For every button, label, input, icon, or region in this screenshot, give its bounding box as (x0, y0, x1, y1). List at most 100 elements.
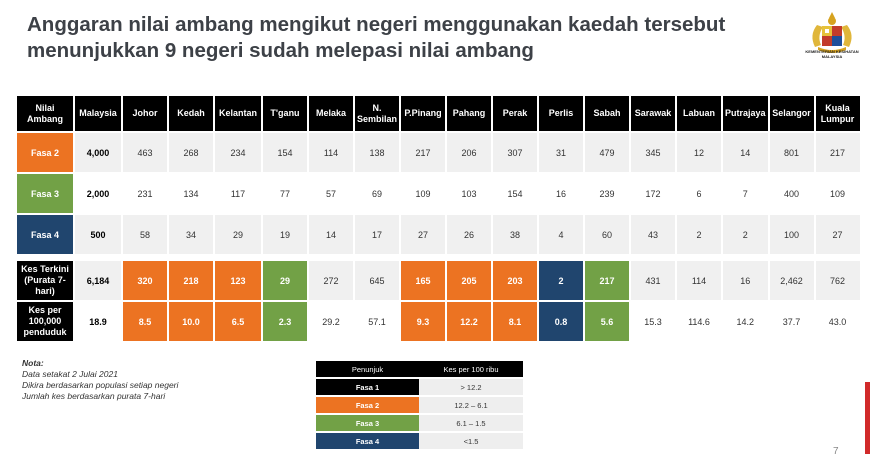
table-cell: 345 (631, 133, 675, 172)
table-cell: 801 (769, 133, 814, 172)
header-state: T'ganu (263, 96, 307, 131)
table-cell: 272 (309, 261, 353, 300)
table-cell: 217 (585, 261, 629, 300)
table-cell: 10.0 (169, 302, 213, 341)
table-cell: 15.3 (631, 302, 675, 341)
header-state: Kelantan (215, 96, 261, 131)
table-cell: 58 (123, 215, 167, 254)
table-cell: 0.8 (539, 302, 583, 341)
table-cell: 645 (355, 261, 399, 300)
table-cell: 114.6 (677, 302, 721, 341)
table-cell: 117 (215, 174, 261, 213)
table-cell: 14 (309, 215, 353, 254)
spacer-cell (17, 256, 73, 259)
note-heading: Nota: (22, 358, 44, 368)
table-cell: 4 (539, 215, 583, 254)
table-cell: 268 (169, 133, 213, 172)
table-cell: 217 (815, 133, 860, 172)
page-number: 7 (833, 446, 839, 457)
table-cell: 134 (169, 174, 213, 213)
spacer-cell (447, 256, 491, 259)
table-cell: 6.5 (215, 302, 261, 341)
legend-row: Fasa 3 6.1 – 1.5 (316, 415, 523, 431)
table-cell: 109 (401, 174, 445, 213)
table-cell: 762 (815, 261, 860, 300)
spacer-cell (355, 256, 399, 259)
spacer-cell (215, 256, 261, 259)
table-cell: 431 (631, 261, 675, 300)
legend-value: <1.5 (419, 433, 523, 449)
title-line-2: menunjukkan 9 negeri sudah melepasi nila… (27, 39, 534, 62)
header-nilai-ambang: Nilai Ambang (17, 96, 73, 131)
table-cell: 6 (677, 174, 721, 213)
table-cell: 172 (631, 174, 675, 213)
legend-row: Fasa 1 > 12.2 (316, 379, 523, 395)
table-cell: 17 (355, 215, 399, 254)
phase-label: Fasa 2 (17, 133, 73, 172)
legend-table: Penunjuk Kes per 100 ribu Fasa 1 > 12.2 … (316, 359, 523, 451)
table-cell: 27 (401, 215, 445, 254)
note-block: Nota: Data setakat 2 Julai 2021 Dikira b… (22, 358, 178, 402)
table-cell: 60 (585, 215, 629, 254)
table-cell: 16 (539, 174, 583, 213)
table-cell: 109 (815, 174, 860, 213)
spacer-cell (585, 256, 629, 259)
phase-row: Fasa 2 4,000 463 268 234 154 114 138 217 206 307 31… (17, 133, 860, 172)
table-cell: 77 (263, 174, 307, 213)
header-state: Malaysia (75, 96, 121, 131)
table-cell: 29.2 (309, 302, 353, 341)
legend-row: Fasa 4 <1.5 (316, 433, 523, 449)
table-cell: 16 (723, 261, 768, 300)
table-cell: 9.3 (401, 302, 445, 341)
table-cell: 217 (401, 133, 445, 172)
legend-row: Fasa 2 12.2 – 6.1 (316, 397, 523, 413)
phase-label: Fasa 4 (17, 215, 73, 254)
legend-value: 6.1 – 1.5 (419, 415, 523, 431)
table-cell: 320 (123, 261, 167, 300)
header-state: Perlis (539, 96, 583, 131)
spacer-cell (123, 256, 167, 259)
table-cell: 2,000 (75, 174, 121, 213)
header-state: Sabah (585, 96, 629, 131)
table-cell: 8.1 (493, 302, 537, 341)
table-cell: 12.2 (447, 302, 491, 341)
slide-title: Anggaran nilai ambang mengikut negeri me… (27, 12, 727, 64)
table-cell: 29 (263, 261, 307, 300)
legend-value: > 12.2 (419, 379, 523, 395)
spacer-cell (770, 256, 814, 259)
table-cell: 14.2 (723, 302, 768, 341)
table-cell: 2 (677, 215, 721, 254)
header-state: Putrajaya (723, 96, 768, 131)
spacer-cell (75, 256, 121, 259)
legend-header-range: Kes per 100 ribu (419, 361, 523, 377)
table-cell: 2 (723, 215, 768, 254)
legend-header-indicator: Penunjuk (316, 361, 419, 377)
header-state: Johor (123, 96, 167, 131)
logo-caption: KEMENTERIAN KESIHATAN MALAYSIA (805, 49, 859, 59)
table-cell: 18.9 (75, 302, 121, 341)
table-cell: 103 (447, 174, 491, 213)
table-cell: 4,000 (75, 133, 121, 172)
header-state: Perak (493, 96, 537, 131)
table-cell: 38 (493, 215, 537, 254)
table-cell: 206 (447, 133, 491, 172)
header-state: Pahang (447, 96, 491, 131)
table-cell: 34 (169, 215, 213, 254)
header-state: P.Pinang (401, 96, 445, 131)
table-cell: 307 (493, 133, 537, 172)
phase-label: Fasa 3 (17, 174, 73, 213)
spacer-cell (631, 256, 675, 259)
table-cell: 27 (815, 215, 860, 254)
table-cell: 234 (215, 133, 261, 172)
side-accent-bar (865, 382, 870, 454)
legend-label: Fasa 4 (316, 433, 419, 449)
table-cell: 19 (263, 215, 307, 254)
table-cell: 12 (677, 133, 721, 172)
spacer-cell (677, 256, 721, 259)
spacer-cell (539, 256, 583, 259)
row-label: Kes Terkini (Purata 7-hari) (17, 261, 73, 300)
legend-label: Fasa 3 (316, 415, 419, 431)
header-state: Labuan (677, 96, 721, 131)
table-cell: 400 (769, 174, 814, 213)
phase-row: Fasa 3 2,000 231 134 117 77 57 69 109 103 154 16 239… (17, 174, 860, 213)
